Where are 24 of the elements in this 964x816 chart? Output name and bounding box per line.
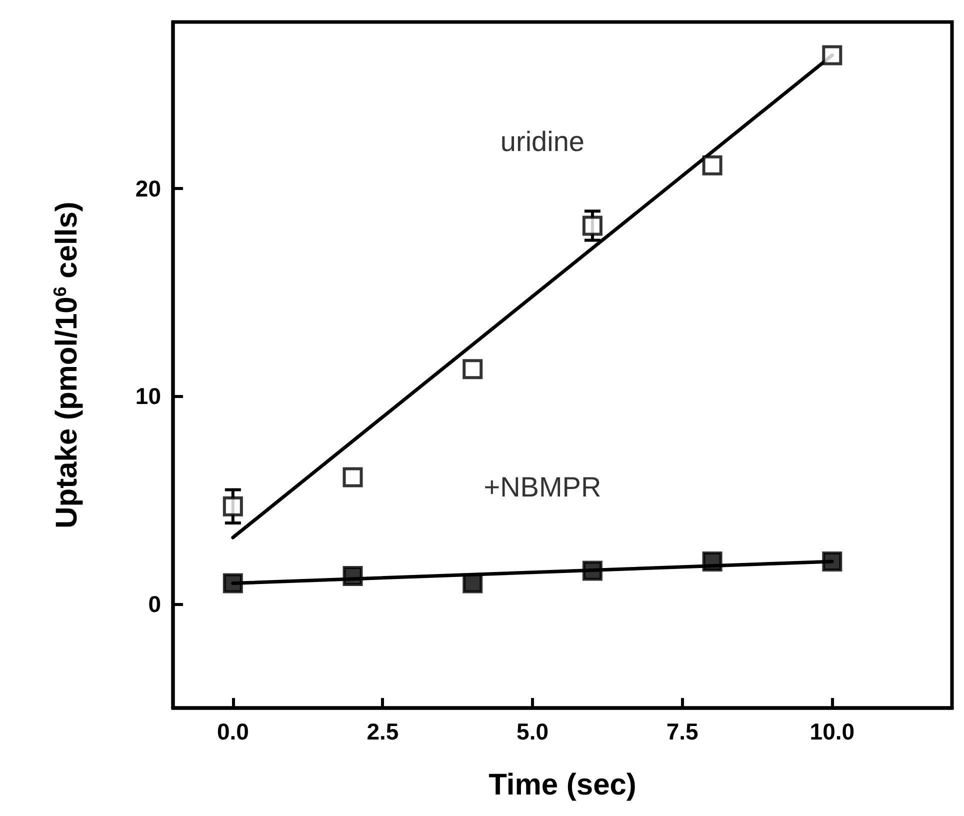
point (702, 155, 722, 176)
text: uridine (500, 126, 584, 158)
x-tick-label: 0.0 (216, 718, 249, 744)
y-tick-label: 0 (148, 591, 161, 618)
y-axis-title: Uptake (pmol/106 cells) (50, 202, 84, 528)
point (822, 551, 842, 572)
y-tick-label: 10 (135, 383, 161, 410)
y-tick-label: 20 (135, 175, 161, 202)
point (462, 359, 483, 380)
point (342, 566, 363, 586)
x-tick-label: 5.0 (516, 718, 549, 744)
point (222, 496, 243, 516)
text: +NBMPR (484, 471, 602, 502)
point (342, 467, 363, 488)
point (222, 573, 243, 594)
x-axis-title: Time (sec) (488, 768, 636, 802)
point (582, 560, 602, 581)
point (702, 551, 722, 572)
point (582, 216, 602, 236)
x-tick-label: 7.5 (666, 718, 699, 744)
point (822, 45, 842, 66)
point (462, 573, 483, 594)
x-tick-label: 10.0 (810, 718, 855, 744)
x-tick-label: 2.5 (366, 718, 399, 744)
